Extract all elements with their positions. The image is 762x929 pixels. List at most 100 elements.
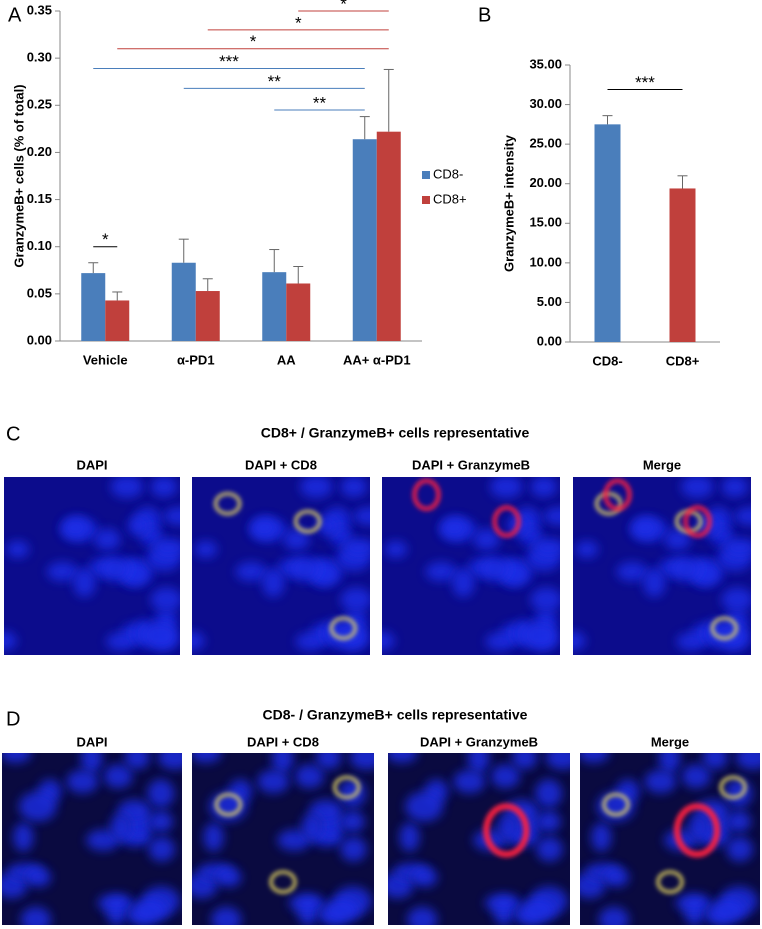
nucleus (536, 836, 563, 862)
nucleus (484, 893, 522, 913)
nucleus (101, 556, 131, 582)
micrograph-content (192, 477, 370, 655)
nucleus (702, 753, 728, 770)
nucleus (521, 621, 558, 650)
nucleus (127, 516, 149, 536)
nucleus (131, 897, 169, 924)
x-tick-label: CD8+ (666, 353, 700, 368)
x-tick-label: AA (277, 352, 296, 367)
nucleus (726, 836, 753, 862)
legend-label: CD8+ (433, 191, 467, 206)
nucleus (721, 477, 749, 498)
nucleus (726, 810, 751, 833)
nucleus (150, 477, 178, 498)
nucleus (295, 632, 325, 651)
nucleus (405, 791, 444, 822)
nucleus (257, 769, 290, 794)
nucleus (73, 568, 96, 597)
nucleus (262, 568, 285, 597)
nucleus (453, 769, 486, 794)
y-tick-label: 0.20 (27, 144, 52, 159)
y-tick-label: 30.00 (529, 96, 562, 111)
micrograph-content (4, 477, 180, 655)
nucleus (473, 528, 500, 551)
nucleus (20, 906, 51, 925)
nucleus (124, 753, 150, 770)
significance-label: * (295, 13, 302, 32)
cd8-signal (333, 775, 361, 799)
granzyme-signal (492, 505, 521, 538)
nucleus (530, 587, 560, 612)
nucleus (490, 477, 523, 498)
nucleus (290, 556, 320, 582)
nucleus (573, 631, 586, 651)
y-axis-label: GranzymeB+ intensity (501, 134, 516, 272)
nucleus (723, 537, 751, 558)
nucleus (631, 516, 659, 539)
nucleus (616, 562, 648, 582)
cd8-signal (595, 492, 623, 516)
nucleus (86, 829, 120, 851)
nucleus (301, 813, 323, 841)
nucleus (157, 753, 182, 770)
nucleus (150, 587, 180, 612)
nucleus (440, 516, 468, 539)
nucleus (235, 562, 267, 582)
nucleus (580, 753, 610, 763)
significance-label: * (340, 0, 347, 13)
nucleus (163, 507, 180, 526)
nucleus (283, 528, 310, 551)
cd8-signal (602, 793, 630, 817)
bar (669, 188, 696, 342)
nucleus (340, 587, 370, 612)
nucleus (688, 813, 710, 841)
significance-label: *** (219, 52, 239, 71)
y-tick-label: 0.30 (27, 50, 52, 65)
nucleus (110, 813, 132, 841)
nucleus (2, 753, 32, 763)
cd8-signal (269, 870, 297, 894)
nucleus (721, 587, 751, 612)
nucleus (192, 631, 205, 651)
nucleus (103, 764, 133, 789)
micrograph-content (573, 477, 751, 655)
nucleus (211, 906, 242, 925)
y-tick-label: 0.00 (27, 332, 52, 347)
nucleus (141, 621, 178, 650)
image-label: DAPI (76, 457, 107, 472)
nucleus (250, 516, 278, 539)
y-tick-label: 35.00 (529, 56, 562, 71)
bar (352, 139, 377, 341)
bar (171, 262, 196, 341)
significance-label: * (250, 32, 257, 51)
y-tick-label: 0.25 (27, 97, 52, 112)
image-label: DAPI + CD8 (247, 734, 319, 749)
image-label: DAPI + CD8 (245, 457, 317, 472)
y-tick-label: 20.00 (529, 175, 562, 190)
bar (195, 291, 220, 341)
panel-title: CD8+ / GranzymeB+ cells representative (261, 425, 530, 441)
nucleus (536, 810, 561, 833)
nucleus (6, 540, 30, 558)
nucleus (342, 537, 370, 558)
nucleus (643, 568, 666, 597)
micrograph-content (382, 477, 560, 655)
nucleus (152, 537, 180, 558)
micrograph (2, 753, 182, 925)
nucleus (203, 822, 224, 852)
nucleus (664, 528, 691, 551)
nucleus (148, 810, 173, 833)
y-tick-label: 15.00 (529, 215, 562, 230)
nucleus (271, 753, 294, 774)
image-label: DAPI (76, 734, 107, 749)
nucleus (671, 556, 701, 582)
nucleus (294, 764, 324, 789)
bar (376, 131, 401, 341)
nucleus (545, 753, 570, 770)
cd8-signal (719, 775, 747, 799)
cd8-signal (710, 616, 738, 640)
nucleus (681, 764, 711, 789)
cd8-signal (329, 616, 357, 640)
bar (286, 283, 311, 341)
